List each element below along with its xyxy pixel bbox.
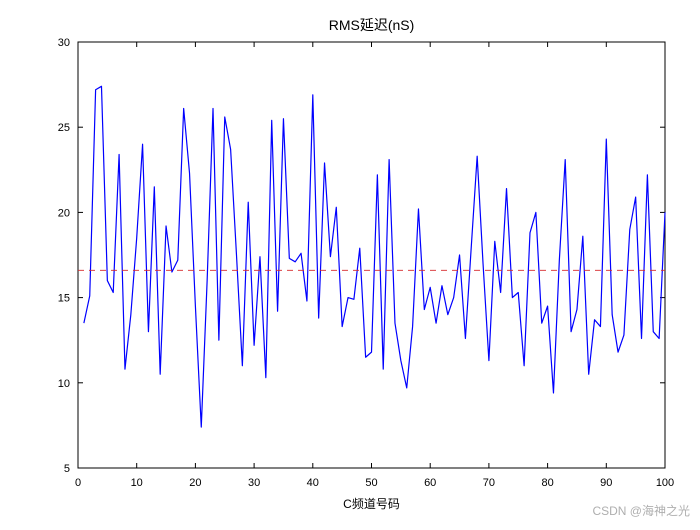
x-tick-label: 50 [365,477,377,489]
chart-svg: 0 10 20 30 40 50 60 70 80 90 100 5 10 15 20 25 30 RMS延迟(n… [0,0,700,525]
x-axis-label: C频道号码 [343,497,400,511]
x-tick-label: 30 [248,477,260,489]
y-tick-label: 5 [64,463,70,475]
y-tick-label: 30 [58,37,70,49]
chart-title: RMS延迟(nS) [329,17,415,33]
y-tick-label: 25 [58,122,70,134]
x-tick-label: 10 [131,477,143,489]
x-tick-label: 20 [189,477,201,489]
y-tick-label: 10 [58,378,70,390]
y-tick-label: 20 [58,207,70,219]
y-tick-label: 15 [58,293,70,305]
x-tick-label: 40 [307,477,319,489]
x-tick-label: 0 [75,477,81,489]
figure-container: 0 10 20 30 40 50 60 70 80 90 100 5 10 15 20 25 30 RMS延迟(n… [0,0,700,525]
x-tick-label: 60 [424,477,436,489]
x-tick-label: 100 [656,477,674,489]
x-tick-label: 70 [483,477,495,489]
watermark: CSDN @海神之光 [592,502,690,519]
x-tick-label: 80 [541,477,553,489]
x-tick-label: 90 [600,477,612,489]
plot-area [78,42,665,468]
